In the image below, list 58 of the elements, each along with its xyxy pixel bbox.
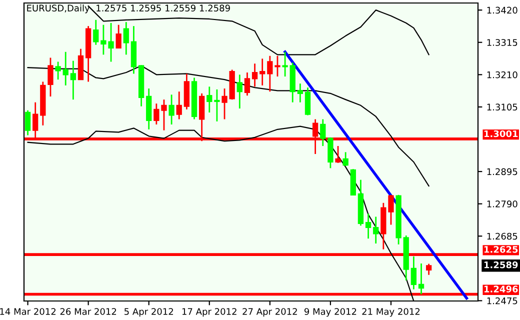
y-tick-label: 1.3210 (487, 71, 518, 78)
candlestick (282, 51, 288, 78)
candlestick (123, 21, 129, 56)
ref-line-label: 1.3001 (484, 130, 518, 138)
candlestick (154, 102, 160, 126)
line-series (88, 6, 430, 56)
candlestick (161, 98, 167, 132)
ref-line-label: 1.2625 (484, 246, 518, 253)
candlestick (168, 94, 174, 126)
x-tick-label: 17 Apr 2012 (182, 308, 236, 317)
y-tick-label: 1.3315 (487, 39, 518, 46)
line-series (27, 65, 430, 187)
candlestick (236, 74, 242, 110)
ref-line-label: 1.2496 (484, 286, 518, 292)
y-tick-label: 1.3420 (487, 6, 518, 14)
candlestick (55, 61, 61, 80)
candlestick (252, 62, 258, 88)
candlestick (297, 82, 304, 104)
candlestick (418, 262, 424, 295)
candlestick (373, 216, 379, 244)
candlestick (274, 55, 280, 78)
candlestick (116, 24, 122, 49)
x-tick-label: 9 May 2012 (304, 308, 356, 317)
chart-title: EURUSD,Daily 1.2575 1.2595 1.2559 1.2589 (27, 4, 230, 14)
candlestick (304, 86, 311, 116)
candlestick (244, 72, 250, 96)
candlestick (388, 194, 394, 226)
x-tick-label: 27 Apr 2012 (242, 308, 297, 317)
candlestick (365, 212, 372, 240)
candlestick (48, 57, 54, 98)
candlestick (70, 60, 76, 100)
y-tick-label: 1.2790 (487, 200, 518, 208)
candlestick (146, 88, 152, 130)
candlestick (78, 48, 84, 80)
candlestick (410, 256, 417, 290)
candlestick (426, 263, 432, 276)
candlestick (320, 118, 326, 147)
candlestick (93, 19, 99, 46)
text: 1.2589 (484, 261, 518, 268)
candlestick (62, 51, 68, 86)
x-tick-label: 5 Apr 2012 (124, 308, 173, 317)
candlestick (214, 88, 220, 122)
candlestick (328, 136, 334, 169)
candlestick (176, 90, 182, 120)
candlestick (222, 88, 228, 120)
x-tick-label: 21 May 2012 (362, 308, 420, 317)
y-tick-label: 1.2895 (487, 168, 518, 176)
x-tick-label: 14 Mar 2012 (0, 308, 56, 315)
y-tick-label: 1.2475 (487, 297, 518, 304)
candlestick (267, 55, 273, 92)
candlestick (260, 58, 266, 86)
y-tick-label: 1.3105 (487, 104, 518, 111)
candlestick (206, 86, 212, 114)
x-tick-label: 26 Mar 2012 (60, 308, 116, 315)
candlestick (335, 145, 341, 164)
candlestick (24, 110, 31, 136)
candlestick (342, 151, 348, 167)
y-tick-label: 1.2685 (487, 232, 518, 240)
